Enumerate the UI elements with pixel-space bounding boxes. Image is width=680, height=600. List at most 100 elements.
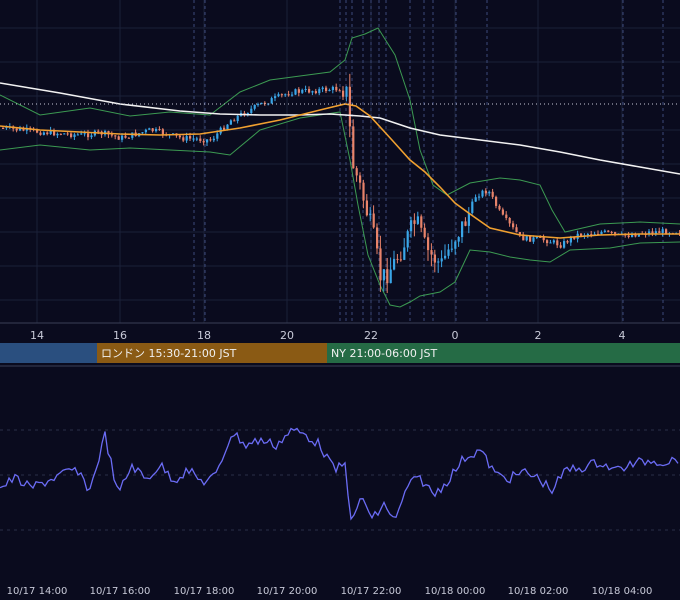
candle-body [141, 132, 144, 134]
candle-body [287, 94, 290, 96]
candle-body [80, 133, 83, 135]
candle-body [648, 231, 651, 235]
candle-body [39, 132, 42, 135]
candle-body [610, 231, 613, 233]
candle-body [274, 96, 277, 99]
candle-body [117, 136, 120, 140]
candle-body [556, 240, 559, 246]
candle-body [433, 254, 436, 263]
candle-body [369, 213, 372, 216]
candle-body [586, 233, 589, 236]
candle-body [308, 88, 311, 93]
candle-body [202, 141, 205, 143]
candle-body [437, 261, 440, 263]
candle-body [631, 234, 634, 238]
candle-body [131, 132, 134, 138]
candle-body [182, 137, 185, 141]
candle-body [321, 87, 324, 90]
candle-body [226, 124, 229, 130]
moving-average-short [0, 103, 680, 239]
candle-body [600, 231, 603, 235]
candle-body [529, 235, 532, 242]
candle-body [498, 205, 501, 210]
candle-body [66, 133, 69, 135]
candle-body [216, 133, 219, 139]
candle-body [2, 128, 5, 129]
candle-body [127, 137, 130, 139]
candle-body [484, 190, 487, 194]
candle-body [444, 255, 447, 259]
candle-body [301, 89, 304, 93]
candle-body [549, 242, 552, 244]
candle-body [5, 127, 8, 129]
candle-body [627, 235, 630, 238]
candle-body [236, 115, 239, 122]
candle-body [209, 139, 212, 141]
indicator-x-tick-label: 10/17 14:00 [7, 586, 68, 597]
candle-body [263, 102, 266, 104]
candle-body [223, 127, 226, 130]
candle-body [260, 102, 263, 105]
candle-body [185, 136, 188, 141]
candle-body [603, 230, 606, 232]
candle-body [651, 231, 654, 234]
session-block [327, 343, 680, 363]
price-x-tick-label: 14 [30, 329, 44, 342]
candle-body [314, 91, 317, 94]
candle-body [331, 86, 334, 90]
candle-body [151, 128, 154, 132]
candle-body [515, 227, 518, 233]
price-x-tick-label: 20 [280, 329, 294, 342]
candle-body [325, 87, 328, 92]
candle-body [535, 236, 538, 238]
candle-body [382, 269, 385, 281]
indicator-x-tick-label: 10/18 04:00 [592, 586, 653, 597]
candle-body [440, 258, 443, 262]
candle-body [525, 235, 528, 241]
candle-body [342, 90, 345, 97]
candle-body [63, 133, 66, 135]
candle-body [464, 221, 467, 226]
candle-body [559, 245, 562, 248]
candle-body [15, 128, 18, 131]
candle-body [110, 134, 113, 136]
candle-body [430, 250, 433, 255]
candle-body [304, 88, 307, 90]
candle-body [97, 130, 100, 132]
candle-body [22, 128, 25, 131]
moving-average-long [0, 82, 680, 175]
candle-body [348, 86, 351, 127]
candle-body [474, 197, 477, 202]
candle-body [546, 240, 549, 244]
candle-body [280, 94, 283, 96]
candle-body [410, 220, 413, 232]
candle-body [318, 89, 321, 94]
candle-body [335, 86, 338, 91]
candle-body [46, 132, 49, 135]
candle-body [291, 94, 294, 96]
candle-body [481, 190, 484, 197]
candle-body [362, 182, 365, 201]
candle-body [580, 233, 583, 236]
candle-body [83, 133, 86, 135]
candle-body [552, 240, 555, 243]
candle-body [454, 241, 457, 249]
indicator-x-axis: 10/17 14:00 10/17 16:00 10/17 18:00 10/17 2… [7, 586, 653, 597]
price-x-tick-label: 0 [452, 329, 459, 342]
candle-body [491, 191, 494, 197]
price-x-tick-label: 4 [619, 329, 626, 342]
candle-body [90, 135, 93, 138]
candle-body [569, 236, 572, 243]
candle-body [192, 138, 195, 140]
candle-body [158, 128, 161, 130]
candle-body [229, 120, 232, 125]
bollinger-upper-band [0, 27, 680, 233]
candle-body [365, 200, 368, 216]
candle-body [423, 227, 426, 238]
candle-body [566, 241, 569, 243]
candle-body [539, 236, 542, 238]
candle-body [355, 168, 358, 176]
session-label: NY 21:00-06:00 JST [331, 347, 438, 360]
candle-body [614, 232, 617, 234]
candle-body [257, 104, 260, 106]
